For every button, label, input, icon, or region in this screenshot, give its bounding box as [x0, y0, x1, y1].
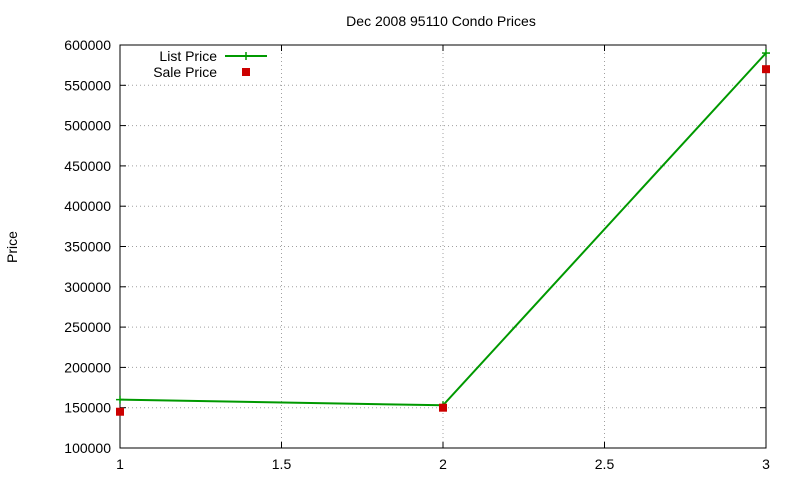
y-tick-label: 250000: [64, 319, 111, 335]
list-price-point: [762, 49, 770, 58]
list-price-point: [116, 395, 124, 404]
y-tick-label: 550000: [64, 77, 111, 93]
x-tick-label: 1: [116, 456, 124, 472]
x-tick-label: 2: [439, 456, 447, 472]
y-tick-label: 450000: [64, 158, 111, 174]
y-tick-label: 100000: [64, 440, 111, 456]
x-tick-label: 2.5: [595, 456, 615, 472]
x-tick-label: 1.5: [272, 456, 292, 472]
y-axis-label: Price: [4, 231, 20, 263]
legend-marker-list-price: [242, 52, 250, 60]
axis-ticks: 100000 150000 200000 250000 300000 350000 4000…: [64, 37, 770, 472]
series-layer: [116, 49, 770, 416]
y-tick-label: 600000: [64, 37, 111, 53]
sale-price-point: [116, 407, 124, 416]
x-tick-label: 3: [762, 456, 770, 472]
y-tick-label: 350000: [64, 239, 111, 255]
legend-label-sale-price: Sale Price: [153, 64, 217, 80]
legend-label-list-price: List Price: [159, 48, 217, 64]
legend-marker-sale-price: [242, 68, 250, 76]
grid-lines: [120, 45, 766, 448]
y-tick-label: 200000: [64, 359, 111, 375]
chart-title: Dec 2008 95110 Condo Prices: [346, 13, 536, 29]
sale-price-point: [762, 65, 770, 74]
y-tick-label: 400000: [64, 198, 111, 214]
sale-price-point: [439, 403, 447, 412]
y-tick-label: 300000: [64, 279, 111, 295]
y-tick-label: 500000: [64, 118, 111, 134]
y-tick-label: 150000: [64, 400, 111, 416]
